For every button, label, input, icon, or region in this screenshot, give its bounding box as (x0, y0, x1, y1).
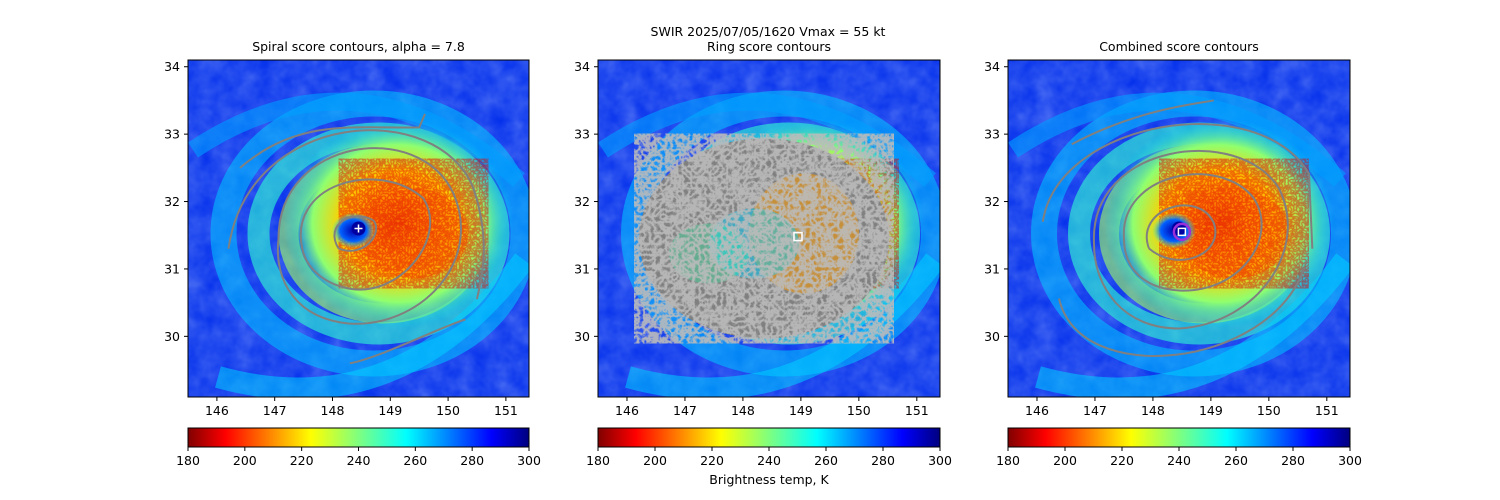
y-tick-label: 30 (984, 329, 1000, 344)
panel-title: Combined score contours (1099, 39, 1259, 54)
panel-title: Ring score contours (707, 39, 831, 54)
colorbar-tick-label: 200 (643, 453, 667, 468)
colorbar-tick-label: 200 (233, 453, 257, 468)
colorbar-gradient (187, 427, 530, 448)
y-tick-label: 31 (164, 261, 180, 276)
x-tick-label: 146 (615, 403, 639, 418)
figure-suptitle: SWIR 2025/07/05/1620 Vmax = 55 kt (651, 24, 886, 39)
y-tick-label: 34 (984, 59, 1000, 74)
x-tick-label: 150 (847, 403, 871, 418)
x-tick-label: 147 (1083, 403, 1107, 418)
colorbar-2: 180 200 220 240 260 280 300 Brightness temp, K (586, 427, 952, 487)
y-tick-label: 33 (574, 127, 590, 142)
y-tick-label: 30 (164, 329, 180, 344)
x-tick-label: 151 (1315, 403, 1339, 418)
colorbar-tick-label: 180 (176, 453, 200, 468)
panel-title: Spiral score contours, alpha = 7.8 (252, 39, 465, 54)
colorbar-tick-label: 180 (996, 453, 1020, 468)
x-tick-label: 149 (1199, 403, 1223, 418)
colorbar-3: 180 200 220 240 260 280 300 (996, 427, 1362, 468)
y-tick-label: 31 (984, 261, 1000, 276)
axes-frame (187, 59, 530, 398)
colorbar-tick-label: 220 (700, 453, 724, 468)
panel-2: Ring score contours 146 147 148 149 150 151 30 3… (574, 39, 941, 418)
x-tick-label: 148 (1141, 403, 1165, 418)
panel-1: Spiral score contours, alpha = 7.8 146 147… (164, 39, 530, 418)
colorbar-tick-label: 240 (1167, 453, 1191, 468)
x-tick-label: 151 (494, 403, 518, 418)
colorbar-tick-label: 220 (1110, 453, 1134, 468)
colorbar-tick-label: 300 (928, 453, 952, 468)
colorbar-tick-label: 260 (403, 453, 427, 468)
x-tick-label: 148 (731, 403, 755, 418)
x-tick-label: 147 (673, 403, 697, 418)
center-plus-marker (354, 224, 363, 233)
panel-3: Combined score contours 146 147 148 149 150 15… (984, 39, 1351, 418)
x-tick-label: 148 (321, 403, 345, 418)
ring-score-region (634, 133, 894, 344)
x-tick-label: 151 (905, 403, 929, 418)
colorbar-gradient (597, 427, 941, 448)
y-tick-label: 31 (574, 261, 590, 276)
colorbar-tick-label: 260 (1224, 453, 1248, 468)
brightness-temp-image (1008, 60, 1350, 397)
x-tick-label: 146 (205, 403, 229, 418)
brightness-temp-image (598, 60, 940, 397)
colorbar-tick-label: 240 (757, 453, 781, 468)
y-tick-label: 33 (984, 127, 1000, 142)
colorbar-gradient (1007, 427, 1351, 448)
y-tick-label: 34 (574, 59, 590, 74)
colorbar-tick-label: 300 (517, 453, 541, 468)
colorbar-tick-label: 200 (1053, 453, 1077, 468)
spiral-contours (227, 113, 485, 365)
x-tick-label: 150 (436, 403, 460, 418)
ring-center-square-marker (793, 231, 803, 242)
colorbar-tick-label: 300 (1338, 453, 1362, 468)
colorbar-label: Brightness temp, K (709, 472, 829, 487)
x-tick-label: 146 (1025, 403, 1049, 418)
combined-center-square-marker (1177, 227, 1187, 237)
combined-center-ring-marker (1172, 222, 1192, 242)
axes-frame (597, 59, 941, 398)
colorbar-tick-label: 280 (460, 453, 484, 468)
colorbar-tick-label: 280 (1281, 453, 1305, 468)
x-tick-label: 149 (789, 403, 813, 418)
colorbar-tick-label: 280 (871, 453, 895, 468)
axes-frame (1007, 59, 1351, 398)
y-tick-label: 32 (984, 194, 1000, 209)
y-tick-label: 32 (574, 194, 590, 209)
y-tick-label: 30 (574, 329, 590, 344)
colorbar-tick-label: 260 (814, 453, 838, 468)
colorbar-tick-label: 180 (586, 453, 610, 468)
x-tick-label: 149 (378, 403, 402, 418)
x-tick-label: 147 (263, 403, 287, 418)
y-tick-label: 34 (164, 59, 180, 74)
y-tick-label: 32 (164, 194, 180, 209)
combined-contours (1041, 99, 1314, 357)
colorbar-tick-label: 240 (347, 453, 371, 468)
brightness-temp-image (188, 60, 529, 397)
x-tick-label: 150 (1257, 403, 1281, 418)
colorbar-1: 180 200 220 240 260 280 300 (176, 427, 541, 468)
y-tick-label: 33 (164, 127, 180, 142)
colorbar-tick-label: 220 (290, 453, 314, 468)
